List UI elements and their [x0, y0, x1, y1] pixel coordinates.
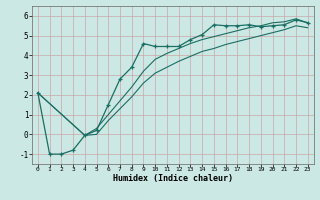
X-axis label: Humidex (Indice chaleur): Humidex (Indice chaleur): [113, 174, 233, 183]
